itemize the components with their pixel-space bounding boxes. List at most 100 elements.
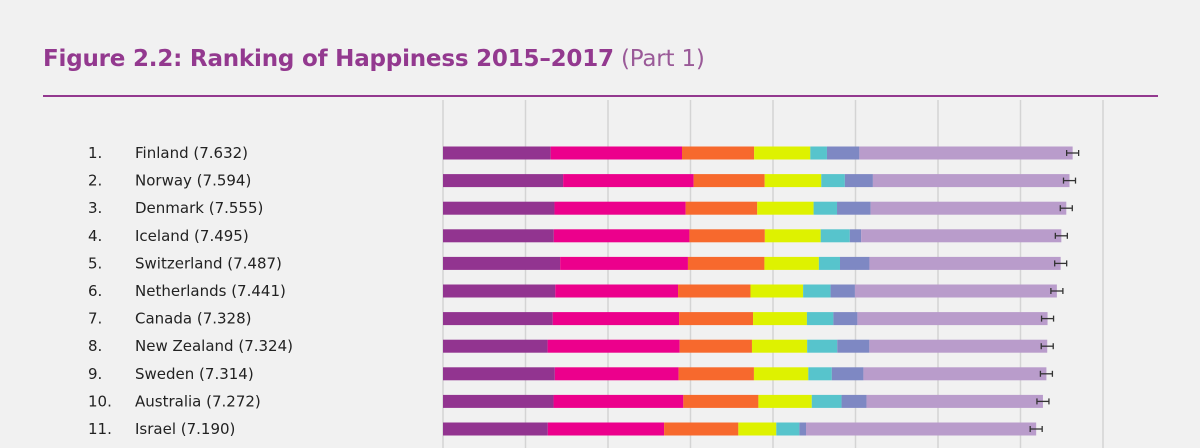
bar-segment — [833, 312, 858, 326]
rank-label: 1. — [88, 144, 102, 162]
country-label: Australia (7.272) — [135, 392, 261, 410]
bar-segment — [831, 367, 864, 381]
bar-segment — [685, 201, 758, 215]
rank-label: 11. — [88, 420, 112, 438]
bar-segment — [872, 174, 1070, 188]
bar-segment — [679, 312, 754, 326]
country-label: Denmark (7.555) — [135, 199, 263, 217]
bar-segment — [560, 256, 688, 270]
bar-segment — [757, 201, 814, 215]
bar-segment — [679, 339, 752, 353]
bar-segment — [683, 394, 759, 408]
bar-segment — [799, 422, 806, 436]
rank-label: 9. — [88, 365, 102, 383]
country-label: Israel (7.190) — [135, 420, 235, 438]
bar-segment — [753, 312, 807, 326]
bar-segment — [547, 339, 680, 353]
country-label: Canada (7.328) — [135, 310, 252, 328]
bar-segment — [859, 146, 1073, 160]
bar-segment — [443, 146, 551, 160]
figure-title: Figure 2.2: Ranking of Happiness 2015–20… — [43, 46, 705, 72]
rank-label: 2. — [88, 172, 102, 190]
bar-segment — [443, 312, 553, 326]
bar-segment — [861, 229, 1062, 243]
rank-label: 8. — [88, 337, 102, 355]
bar-segment — [806, 312, 834, 326]
bar-segment — [821, 174, 845, 188]
bar-segment — [866, 394, 1043, 408]
bar-segment — [553, 394, 684, 408]
bar-segment — [806, 422, 1037, 436]
bar-segment — [764, 229, 821, 243]
rank-label: 3. — [88, 199, 102, 217]
bar-segment — [857, 312, 1048, 326]
rank-label: 5. — [88, 254, 102, 272]
bar-segment — [837, 339, 870, 353]
bar-segment — [839, 256, 870, 270]
bar-segment — [818, 256, 840, 270]
bar-segment — [841, 394, 867, 408]
bar-segment — [753, 367, 809, 381]
bar-segment — [811, 394, 842, 408]
bar-segment — [689, 229, 765, 243]
bar-segment — [563, 174, 694, 188]
bar-segment — [869, 256, 1061, 270]
bar-segment — [443, 422, 548, 436]
bar-segment — [554, 367, 679, 381]
bar-segment — [443, 339, 548, 353]
country-label: Norway (7.594) — [135, 172, 251, 190]
bar-segment — [547, 422, 665, 436]
bar-segment — [776, 422, 800, 436]
bar-segment — [820, 229, 850, 243]
bar-segment — [693, 174, 765, 188]
bar-segment — [803, 284, 831, 298]
bar-segment — [443, 229, 554, 243]
bar-segment — [830, 284, 855, 298]
bar-segment — [443, 174, 564, 188]
bar-segment — [807, 339, 838, 353]
bar-segment — [554, 201, 686, 215]
bar-segment — [758, 394, 812, 408]
country-label: New Zealand (7.324) — [135, 337, 293, 355]
country-label: Finland (7.632) — [135, 144, 248, 162]
bar-segment — [751, 339, 808, 353]
bar-segment — [664, 422, 739, 436]
title-sub: (Part 1) — [620, 46, 705, 72]
title-rule — [43, 95, 1158, 97]
bar-segment — [810, 146, 827, 160]
bar-segment — [738, 422, 777, 436]
bar-segment — [869, 339, 1048, 353]
bar-segment — [844, 174, 873, 188]
bar-segment — [870, 201, 1067, 215]
bar-segment — [687, 256, 765, 270]
bar-segment — [854, 284, 1057, 298]
bar-segment — [443, 367, 555, 381]
country-label: Netherlands (7.441) — [135, 282, 286, 300]
bar-segment — [443, 284, 556, 298]
bar-segment — [764, 174, 822, 188]
bar-segment — [553, 229, 690, 243]
bar-segment — [443, 201, 555, 215]
bar-segment — [682, 146, 755, 160]
country-label: Sweden (7.314) — [135, 365, 254, 383]
bar-segment — [678, 284, 751, 298]
rank-label: 6. — [88, 282, 102, 300]
bar-segment — [443, 256, 561, 270]
bar-segment — [443, 394, 554, 408]
bar-segment — [678, 367, 754, 381]
bar-segment — [552, 312, 680, 326]
bar-segment — [837, 201, 871, 215]
bar-segment — [555, 284, 679, 298]
bar-segment — [754, 146, 811, 160]
bar-segment — [764, 256, 819, 270]
bar-segment — [550, 146, 683, 160]
rank-label: 4. — [88, 227, 102, 245]
title-main: Figure 2.2: Ranking of Happiness 2015–20… — [43, 46, 614, 72]
rank-label: 7. — [88, 310, 102, 328]
rank-label: 10. — [88, 392, 112, 410]
bar-segment — [750, 284, 804, 298]
country-label: Iceland (7.495) — [135, 227, 249, 245]
bar-segment — [808, 367, 832, 381]
bar-segment — [849, 229, 862, 243]
